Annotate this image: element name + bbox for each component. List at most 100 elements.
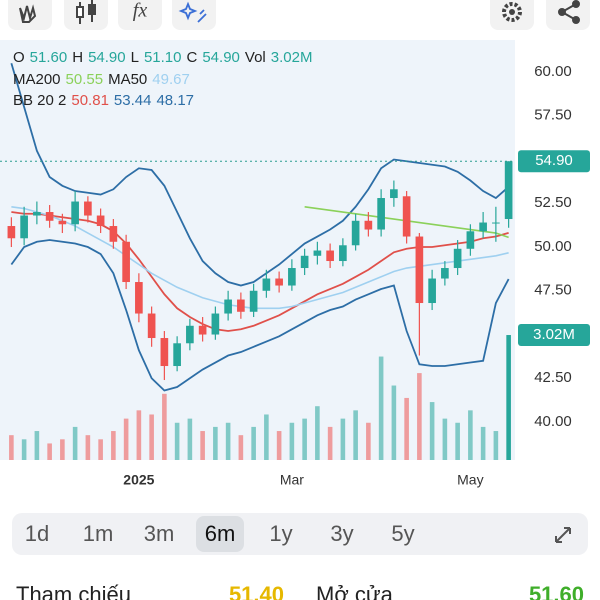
fx-icon: fx <box>133 0 148 22</box>
volume-bar <box>302 418 307 460</box>
candle-body <box>20 215 28 239</box>
sparkle-icon <box>178 1 207 23</box>
stat-label: Tham chiếu <box>16 582 131 600</box>
candle-body <box>415 236 424 304</box>
volume-bar <box>353 410 358 460</box>
legend-value: 3.02M <box>271 49 313 66</box>
gear-icon <box>502 2 522 22</box>
legend-key: Vol <box>245 49 266 66</box>
legend-value: 54.90 <box>88 49 126 66</box>
share-icon <box>558 0 580 24</box>
expand-icon[interactable] <box>555 527 571 543</box>
legend-key: MA200 <box>13 71 61 88</box>
candle-body <box>479 222 487 232</box>
chart-type-button[interactable] <box>64 0 108 30</box>
range-button[interactable]: 1m <box>83 521 114 546</box>
volume-bar <box>85 435 91 460</box>
volume-bar <box>480 426 486 460</box>
volume-bar <box>404 397 409 460</box>
bb-middle <box>11 211 509 332</box>
candle-body <box>173 343 181 367</box>
y-tick-label: 47.50 <box>534 282 572 299</box>
legend-value: 49.67 <box>152 71 190 88</box>
candle-body <box>58 220 67 225</box>
volume-bar <box>98 439 103 460</box>
volume-bar <box>174 422 180 460</box>
volume-bar <box>315 406 320 460</box>
legend-key: O <box>13 49 25 66</box>
volume-bar <box>136 410 142 460</box>
volume-bar <box>60 439 65 460</box>
candle-body <box>300 255 309 269</box>
volume-bar <box>429 402 435 460</box>
candle-body <box>237 299 245 312</box>
candle-body <box>466 231 475 249</box>
legend-row: MA200 50.55 MA50 49.67 <box>13 71 190 88</box>
candle-body <box>339 245 347 262</box>
candle-body <box>402 196 411 237</box>
candle-body <box>84 201 92 216</box>
legend-key: BB 20 2 <box>13 92 66 109</box>
hand-icon <box>19 4 37 23</box>
volume-bar <box>289 422 295 460</box>
range-button[interactable]: 3y <box>330 521 353 546</box>
volume-bar <box>21 439 27 460</box>
plot <box>0 63 515 460</box>
candle-body <box>428 278 436 304</box>
volume-bar <box>34 431 40 460</box>
volume-bar <box>442 418 448 460</box>
range-selector: 1d 1m 3m 6m 1y 3y 5y <box>12 513 588 555</box>
axis: 40.00 42.50 47.50 50.00 52.50 57.50 60.00 2025 M… <box>123 63 590 488</box>
volume-bar <box>111 431 116 460</box>
candle-body <box>160 338 169 367</box>
legend-key: C <box>187 49 198 66</box>
candle-body <box>198 325 207 335</box>
range-button[interactable]: 1d <box>25 521 49 546</box>
volume-tag-label: 3.02M <box>533 326 575 343</box>
legend-row: O 51.60 H 54.90 L 51.10 C 54.90 Vol 3.02M <box>13 49 312 66</box>
volume-bar <box>340 418 346 460</box>
candle-body <box>275 278 283 286</box>
volume-bar <box>72 426 78 460</box>
candle-body <box>135 282 143 314</box>
legend-value: 53.44 <box>114 92 152 109</box>
candle-body <box>377 198 385 230</box>
price-tag <box>518 150 590 173</box>
candle-body <box>326 250 334 262</box>
candle-body <box>249 290 258 312</box>
volume-bar <box>391 385 397 460</box>
legend-value: 50.81 <box>71 92 109 109</box>
x-tick-label: Mar <box>280 472 304 488</box>
candle-body <box>504 161 513 220</box>
volume-bar <box>506 335 511 460</box>
candle-body <box>71 201 79 225</box>
candle-body <box>453 248 462 269</box>
ai-button[interactable] <box>172 0 216 30</box>
candle-body <box>122 241 130 283</box>
legend-value: 50.55 <box>66 71 104 88</box>
indicator-button[interactable] <box>118 0 162 30</box>
candle-body <box>441 268 449 279</box>
volume-bar <box>366 422 371 460</box>
candle-body <box>313 250 322 256</box>
range-button[interactable]: 3m <box>144 521 175 546</box>
range-button[interactable]: 6m <box>205 521 236 546</box>
candle-body <box>390 189 398 199</box>
volume-bar <box>200 431 205 460</box>
stat-value: 51.60 <box>529 582 584 600</box>
price-tag-label: 54.90 <box>535 152 573 169</box>
candle-icon <box>76 0 96 24</box>
bb-band <box>10 63 510 287</box>
candle-body <box>211 313 220 335</box>
candle-body <box>364 220 373 230</box>
candle-body <box>288 268 296 286</box>
y-tick-label: 40.00 <box>534 413 572 430</box>
range-button[interactable]: 1y <box>269 521 292 546</box>
x-tick-label: May <box>457 472 483 488</box>
candle-body <box>45 212 54 221</box>
legend-key: H <box>72 49 83 66</box>
candle-body <box>147 313 156 339</box>
range-button[interactable]: 5y <box>391 521 414 546</box>
